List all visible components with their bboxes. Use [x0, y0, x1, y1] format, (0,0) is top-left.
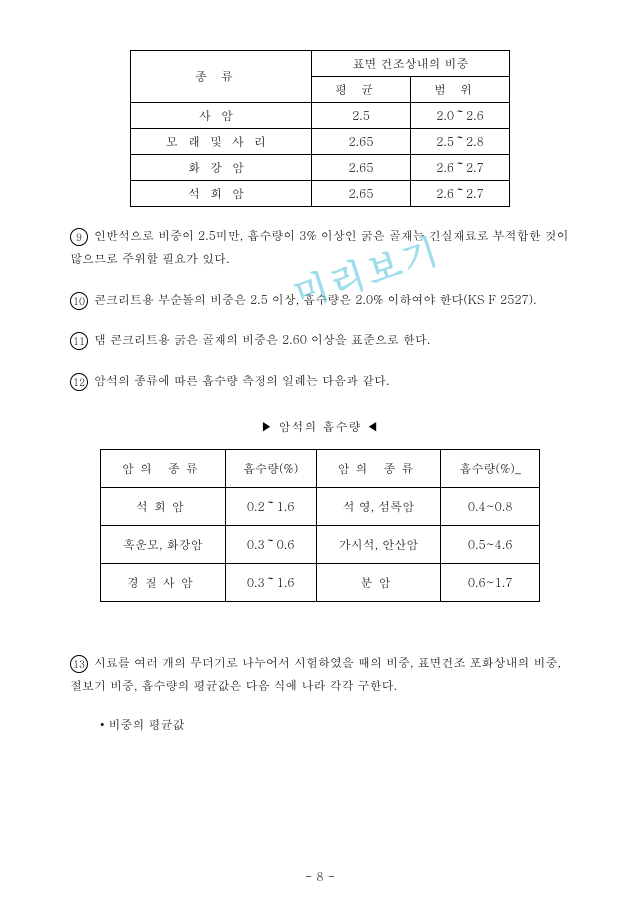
cell: 0.4~0.8 — [441, 487, 540, 525]
number-icon: 12 — [70, 373, 88, 391]
paragraph-12: 12 암석의 종류에 따른 흡수량 측정의 일례는 다음과 같다. — [70, 370, 570, 393]
table-specific-gravity: 종류 표면 건조상내의 비중 평균 범위 사암 2.5 2.0～2.6 모래및사… — [130, 50, 510, 207]
th-range: 범위 — [411, 77, 510, 103]
cell-avg: 2.65 — [312, 129, 411, 155]
paragraph-9: 9인반석으로 비중이 2.5미만, 흡수량이 3% 이상인 굵은 골재는 긴실재… — [70, 225, 570, 271]
table-row: 경질사암 0.3～1.6 분암 0.6~1.7 — [101, 563, 540, 601]
number-icon: 9 — [70, 228, 88, 246]
para9-text: 인반석으로 비중이 2.5미만, 흡수량이 3% 이상인 굵은 골재는 긴실재료… — [70, 227, 569, 267]
cell: 0.3～0.6 — [225, 525, 316, 563]
bullet-avg-gravity: • 비중의 평균값 — [70, 716, 570, 733]
cell-range: 2.6～2.7 — [411, 181, 510, 207]
table-row: 사암 2.5 2.0～2.6 — [131, 103, 510, 129]
th-absorption-2: 흡수량(%)_ — [441, 449, 540, 487]
th-range-text: 범위 — [434, 81, 486, 98]
cell-range: 2.0～2.6 — [411, 103, 510, 129]
cell: 분암 — [316, 563, 441, 601]
page: 미리보기 종류 표면 건조상내의 비중 평균 범위 사암 2.5 2.0～2.6… — [0, 0, 640, 905]
para12-text: 암석의 종류에 따른 흡수량 측정의 일례는 다음과 같다. — [94, 372, 389, 389]
number-icon: 10 — [70, 292, 88, 310]
cell: 0.2～1.6 — [225, 487, 316, 525]
cell: 0.3～1.6 — [225, 563, 316, 601]
table-row: 화강암 2.65 2.6～2.7 — [131, 155, 510, 181]
cell: 0.6~1.7 — [441, 563, 540, 601]
para11-text: 댐 콘크리트용 굵은 골재의 비중은 2.60 이상을 표준으로 한다. — [94, 331, 430, 348]
cell-type: 화강암 — [131, 155, 312, 181]
para10-text: 콘크리트용 부순돌의 비중은 2.5 이상, 흡수량은 2.0% 이하여야 한다… — [94, 291, 537, 308]
table-row: 혹운모, 화강암 0.3～0.6 가시석, 안산암 0.5~4.6 — [101, 525, 540, 563]
cell: 석회암 — [101, 487, 226, 525]
paragraph-10: 10 콘크리트용 부순돌의 비중은 2.5 이상, 흡수량은 2.0% 이하여야 … — [70, 289, 570, 312]
table-absorption: 암의 종류 흡수량(%) 암의 종류 흡수량(%)_ 석회암 0.2～1.6 석… — [100, 449, 540, 602]
cell-type: 석회암 — [131, 181, 312, 207]
cell-range: 2.6～2.7 — [411, 155, 510, 181]
th-rock-type-1: 암의 종류 — [101, 449, 226, 487]
cell-avg: 2.5 — [312, 103, 411, 129]
th-avg-text: 평균 — [335, 81, 387, 98]
number-icon: 11 — [70, 332, 88, 350]
table-row: 석회암 0.2～1.6 석 영, 섬록암 0.4~0.8 — [101, 487, 540, 525]
cell-avg: 2.65 — [312, 155, 411, 181]
cell: 석 영, 섬록암 — [316, 487, 441, 525]
cell: 0.5~4.6 — [441, 525, 540, 563]
cell-avg: 2.65 — [312, 181, 411, 207]
cell-type: 모래및사리 — [131, 129, 312, 155]
cell: 경질사암 — [101, 563, 226, 601]
th-group: 표면 건조상내의 비중 — [312, 51, 510, 77]
th-rock-type-2: 암의 종류 — [316, 449, 441, 487]
table-row: 암의 종류 흡수량(%) 암의 종류 흡수량(%)_ — [101, 449, 540, 487]
table2-caption: ▶ 암석의 흡수량 ◀ — [70, 418, 570, 435]
para13-text: 시료를 여러 개의 무더기로 나누어서 시험하였을 때의 비중, 표면건조 포화… — [70, 654, 561, 694]
table-row: 석회암 2.65 2.6～2.7 — [131, 181, 510, 207]
cell-range: 2.5～2.8 — [411, 129, 510, 155]
number-icon: 13 — [70, 655, 88, 673]
cell: 가시석, 안산암 — [316, 525, 441, 563]
table-row: 모래및사리 2.65 2.5～2.8 — [131, 129, 510, 155]
cell: 혹운모, 화강암 — [101, 525, 226, 563]
th-absorption-1: 흡수량(%) — [225, 449, 316, 487]
th-avg: 평균 — [312, 77, 411, 103]
cell-type: 사암 — [131, 103, 312, 129]
page-number: - 8 - — [0, 868, 640, 885]
paragraph-11: 11 댐 콘크리트용 굵은 골재의 비중은 2.60 이상을 표준으로 한다. — [70, 329, 570, 352]
table-row: 종류 표면 건조상내의 비중 — [131, 51, 510, 77]
paragraph-13: 13시료를 여러 개의 무더기로 나누어서 시험하였을 때의 비중, 표면건조 … — [70, 652, 570, 698]
th-type: 종류 — [131, 51, 312, 103]
